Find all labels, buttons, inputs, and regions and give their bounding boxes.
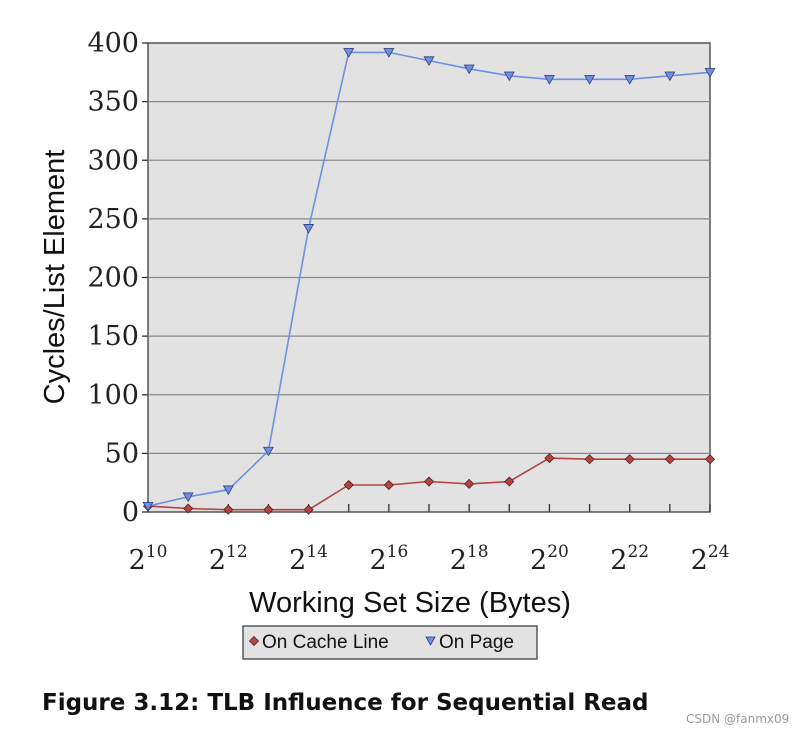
y-tick-label: 350	[87, 87, 139, 118]
data-point-on-page	[383, 48, 395, 58]
chart: 0 50 100 150 200 250 300 350 400 210 212 214 216 218…	[39, 28, 730, 660]
data-point-on-cache-line	[383, 479, 394, 491]
x-axis-title: Working Set Size (Bytes)	[249, 587, 571, 619]
x-tick-label: 218	[450, 542, 489, 576]
data-point-on-cache-line	[464, 478, 475, 489]
y-tick-label: 50	[105, 438, 139, 469]
figure-caption: Figure 3.12: TLB Influence for Sequentia…	[42, 690, 649, 716]
data-point-on-page	[303, 224, 315, 234]
grid-lines	[148, 100, 710, 455]
y-tick-label: 0	[122, 497, 139, 528]
y-tick-label: 150	[87, 321, 139, 352]
x-axis-ticks: 210 212 214 216 218 220 222 224	[129, 504, 730, 576]
data-point-on-page	[142, 501, 154, 512]
x-tick-label: 216	[369, 542, 408, 576]
y-tick-label: 200	[87, 263, 139, 294]
data-point-on-cache-line	[544, 452, 555, 464]
data-point-on-page	[584, 75, 596, 85]
data-point-on-page	[624, 75, 636, 85]
legend-marker-on-page	[425, 636, 436, 646]
legend-marker-on-cache-line	[248, 635, 260, 647]
data-point-on-cache-line	[704, 454, 716, 465]
series-layer	[142, 48, 716, 515]
x-tick-label: 224	[691, 542, 730, 576]
data-point-on-page	[543, 75, 555, 85]
data-point-on-page	[664, 71, 676, 82]
data-point-on-page	[262, 446, 274, 457]
data-point-on-cache-line	[343, 479, 354, 491]
legend: On Cache Line On Page	[242, 625, 538, 660]
data-point-on-page	[343, 48, 355, 58]
y-tick-label: 250	[87, 204, 139, 235]
x-tick-label: 220	[530, 542, 569, 576]
data-point-on-cache-line	[303, 504, 314, 515]
data-point-on-page	[182, 492, 194, 503]
legend-label-on-page: On Page	[439, 632, 514, 653]
x-tick-label: 212	[209, 542, 248, 576]
data-point-on-cache-line	[423, 476, 435, 487]
data-point-on-cache-line	[664, 454, 675, 465]
legend-box	[242, 625, 538, 660]
x-tick-label: 210	[129, 542, 168, 576]
data-point-on-cache-line	[183, 503, 194, 514]
data-point-on-page	[503, 71, 515, 82]
x-tick-label: 214	[289, 542, 328, 576]
legend-label-on-cache-line: On Cache Line	[262, 632, 389, 653]
data-point-on-page	[222, 485, 234, 496]
data-point-on-page	[423, 56, 435, 66]
data-point-on-page	[704, 68, 716, 78]
y-axis-title: Cycles/List Element	[39, 150, 71, 405]
data-point-on-cache-line	[263, 504, 274, 515]
data-point-on-cache-line	[624, 454, 635, 465]
y-tick-label: 300	[87, 145, 139, 176]
y-tick-label: 100	[87, 380, 139, 411]
data-point-on-cache-line	[584, 454, 595, 465]
x-tick-label: 222	[610, 542, 649, 576]
y-tick-label: 400	[87, 28, 139, 59]
data-point-on-cache-line	[504, 476, 515, 487]
data-point-on-page	[463, 64, 475, 75]
watermark: CSDN @fanmx09	[686, 712, 790, 726]
data-point-on-cache-line	[223, 504, 234, 515]
y-axis-ticks: 0 50 100 150 200 250 300 350 400	[87, 28, 148, 528]
